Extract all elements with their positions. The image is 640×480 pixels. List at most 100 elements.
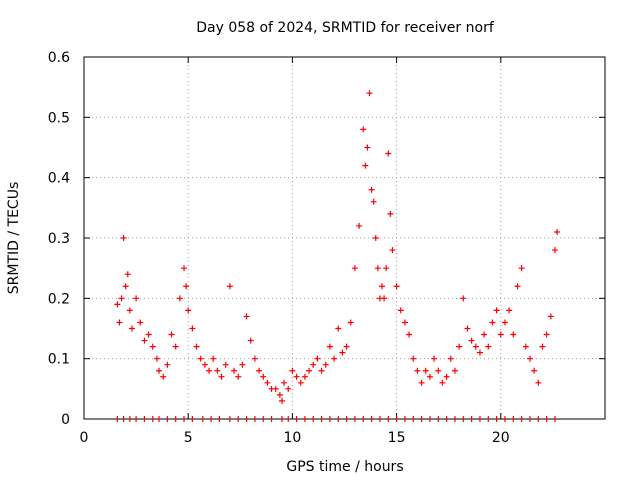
data-point (281, 379, 288, 386)
data-point (381, 295, 388, 302)
y-tick-label: 0.5 (48, 110, 70, 126)
data-point (374, 265, 381, 272)
data-point (551, 247, 558, 254)
data-point (183, 283, 190, 290)
data-point (401, 319, 408, 326)
data-point (260, 373, 267, 380)
data-point (285, 385, 292, 392)
tick-labels: 0 5 10 15 20 0 0.1 0.2 0.3 0.4 0.5 0.6 (48, 50, 510, 446)
x-tick-label: 5 (184, 430, 193, 446)
data-point (231, 367, 238, 374)
data-point (278, 397, 285, 404)
data-point (293, 373, 300, 380)
data-point (118, 295, 125, 302)
data-point (460, 295, 467, 302)
data-point (153, 355, 160, 362)
data-point (506, 307, 513, 314)
data-point (547, 313, 554, 320)
data-point (443, 373, 450, 380)
y-tick-label: 0.2 (48, 291, 70, 307)
chart-title: Day 058 of 2024, SRMTID for receiver nor… (196, 20, 495, 36)
data-point (410, 355, 417, 362)
data-point (289, 367, 296, 374)
data-point (531, 367, 538, 374)
data-point (554, 228, 561, 235)
data-point (133, 295, 140, 302)
data-point (124, 271, 131, 278)
data-point (351, 265, 358, 272)
data-point (518, 265, 525, 272)
data-point (206, 367, 213, 374)
data-point (343, 343, 350, 350)
data-point (251, 355, 258, 362)
data-point (535, 379, 542, 386)
data-point (326, 343, 333, 350)
data-point (214, 367, 221, 374)
data-point (501, 319, 508, 326)
data-point (331, 355, 338, 362)
data-point (356, 222, 363, 229)
data-point (435, 367, 442, 374)
data-point (126, 307, 133, 314)
data-point (201, 361, 208, 368)
data-point (235, 373, 242, 380)
data-point (431, 355, 438, 362)
data-point (393, 283, 400, 290)
data-point (218, 373, 225, 380)
y-tick-label: 0.4 (48, 171, 70, 187)
data-point (314, 355, 321, 362)
data-point (456, 343, 463, 350)
data-point (297, 379, 304, 386)
x-tick-label: 15 (388, 430, 406, 446)
data-point (226, 283, 233, 290)
data-point (426, 373, 433, 380)
data-point (364, 144, 371, 151)
x-tick-label: 10 (283, 430, 301, 446)
data-point (543, 331, 550, 338)
data-point (160, 373, 167, 380)
data-point (276, 391, 283, 398)
data-point (472, 343, 479, 350)
data-point (168, 331, 175, 338)
data-point (514, 283, 521, 290)
data-point (172, 343, 179, 350)
data-point (156, 367, 163, 374)
data-point (116, 319, 123, 326)
data-point (301, 373, 308, 380)
data-point (522, 343, 529, 350)
data-point (468, 337, 475, 344)
data-point (264, 379, 271, 386)
data-point (222, 361, 229, 368)
data-point (464, 325, 471, 332)
data-point (493, 307, 500, 314)
data-point (239, 361, 246, 368)
data-point (379, 283, 386, 290)
data-point (481, 331, 488, 338)
data-point (447, 355, 454, 362)
data-point (489, 319, 496, 326)
data-point (122, 283, 129, 290)
data-point (114, 301, 121, 308)
data-point (185, 307, 192, 314)
data-point (181, 265, 188, 272)
data-point (439, 379, 446, 386)
baseline-markers (116, 416, 556, 422)
x-tick-label: 0 (80, 430, 89, 446)
y-axis-label: SRMTID / TECUs (6, 182, 22, 295)
data-point (368, 186, 375, 193)
data-point (539, 343, 546, 350)
data-point (164, 361, 171, 368)
data-point (372, 235, 379, 241)
y-tick-label: 0.3 (48, 231, 70, 247)
data-point (347, 319, 354, 326)
data-point (362, 162, 369, 169)
data-point (322, 361, 329, 368)
data-point (197, 355, 204, 362)
data-point (137, 319, 144, 326)
data-point (318, 367, 325, 374)
data-point (310, 361, 317, 368)
data-point (210, 355, 217, 362)
data-point (422, 367, 429, 374)
